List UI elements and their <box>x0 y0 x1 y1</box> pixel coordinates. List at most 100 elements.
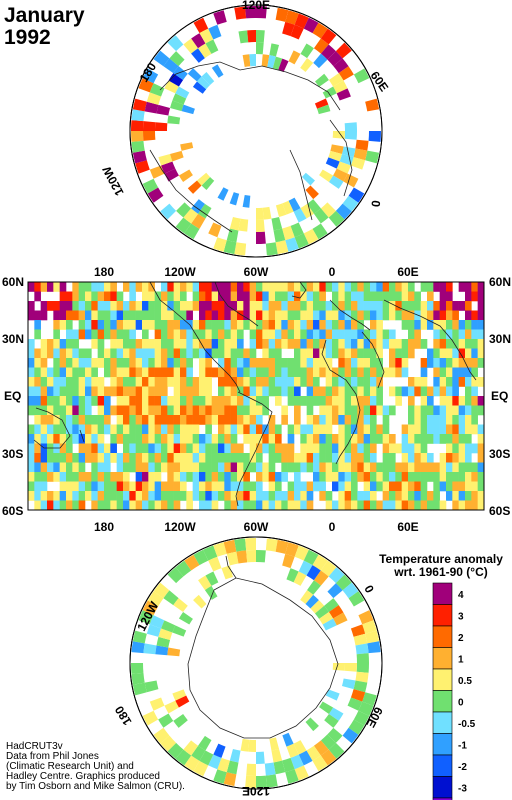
polar-cell <box>327 727 343 743</box>
map-cell <box>237 491 244 501</box>
map-cell <box>281 386 288 397</box>
map-cell <box>66 424 73 435</box>
map-cell <box>471 405 478 416</box>
polar-cell <box>132 98 147 112</box>
map-cell <box>72 462 79 473</box>
map-cell <box>344 491 352 501</box>
map-cell <box>306 310 314 321</box>
map-cell <box>439 310 447 321</box>
polar-cell <box>191 213 206 229</box>
polar-cell <box>131 641 145 654</box>
map-cell <box>180 481 187 492</box>
polar-cell <box>300 43 314 59</box>
polar-cell <box>198 203 212 219</box>
lat-label-right-eq: EQ <box>491 389 508 403</box>
map-cell <box>382 491 390 501</box>
map-cell <box>205 320 212 330</box>
map-cell <box>123 424 130 435</box>
map-cell <box>401 291 409 302</box>
map-cell <box>268 329 276 340</box>
polar-cell <box>236 550 248 564</box>
polar-cell <box>325 157 340 169</box>
map-cell <box>458 481 466 492</box>
map-cell <box>300 377 307 387</box>
map-cell <box>123 491 130 501</box>
map-cell <box>116 434 124 444</box>
map-cell <box>230 367 238 378</box>
polar-cell <box>288 50 301 65</box>
map-cell <box>53 367 60 378</box>
map-cell <box>465 491 472 501</box>
map-cell <box>97 491 105 501</box>
polar-cell <box>322 618 337 631</box>
map-cell <box>205 481 212 492</box>
map-cell <box>186 472 193 482</box>
map-cell <box>344 386 352 397</box>
map-cell <box>420 424 428 435</box>
map-cell <box>458 367 466 378</box>
polar-cell <box>320 44 336 60</box>
map-cell <box>344 339 352 349</box>
map-cell <box>477 491 485 501</box>
map-cell <box>142 282 149 292</box>
map-cell <box>205 329 212 340</box>
map-cell <box>78 367 86 378</box>
map-cell <box>306 329 314 340</box>
map-cell <box>370 329 377 340</box>
map-cell <box>211 443 219 454</box>
map-cell <box>306 434 314 444</box>
map-cell <box>116 367 124 378</box>
map-cell <box>452 310 459 321</box>
map-cell <box>256 386 263 397</box>
polar-cell <box>265 538 278 552</box>
map-cell <box>268 434 276 444</box>
map-cell <box>78 377 86 387</box>
map-cell <box>72 415 79 425</box>
map-cell <box>59 367 67 378</box>
map-cell <box>332 415 339 425</box>
map-cell <box>458 320 466 330</box>
map-cell <box>167 415 174 425</box>
map-cell <box>91 434 98 444</box>
map-cell <box>325 472 333 482</box>
map-cell <box>116 301 124 311</box>
map-cell <box>363 310 371 321</box>
map-cell <box>338 443 345 454</box>
map-cell <box>218 491 225 501</box>
map-cell <box>28 396 35 406</box>
map-cell <box>458 396 466 406</box>
map-cell <box>224 310 231 321</box>
polar-cell <box>163 58 179 74</box>
map-cell <box>332 500 339 511</box>
map-cell <box>458 339 466 349</box>
map-cell <box>192 396 200 406</box>
map-cell <box>192 424 200 435</box>
polar-cell <box>344 663 358 672</box>
map-cell <box>262 434 269 444</box>
map-cell <box>199 348 206 359</box>
coastline <box>235 391 273 507</box>
map-cell <box>148 472 155 482</box>
polar-cell <box>142 600 159 616</box>
map-cell <box>237 500 244 511</box>
map-cell <box>408 491 415 501</box>
map-cell <box>319 453 326 463</box>
legend-label: -0.5 <box>458 719 476 730</box>
map-cell <box>389 310 396 321</box>
map-cell <box>53 462 60 473</box>
map-cell <box>123 472 130 482</box>
polar-cell <box>161 620 176 633</box>
map-cell <box>85 481 92 492</box>
polar-cell <box>184 755 200 772</box>
map-cell <box>78 329 86 340</box>
polar-cell <box>164 700 179 714</box>
map-cell <box>192 301 200 311</box>
map-cell <box>306 386 314 397</box>
map-cell <box>313 377 320 387</box>
map-cell <box>205 291 212 302</box>
map-cell <box>116 386 124 397</box>
map-cell <box>34 434 41 444</box>
map-cell <box>66 329 73 340</box>
polar-cell <box>147 187 164 203</box>
map-cell <box>85 472 92 482</box>
